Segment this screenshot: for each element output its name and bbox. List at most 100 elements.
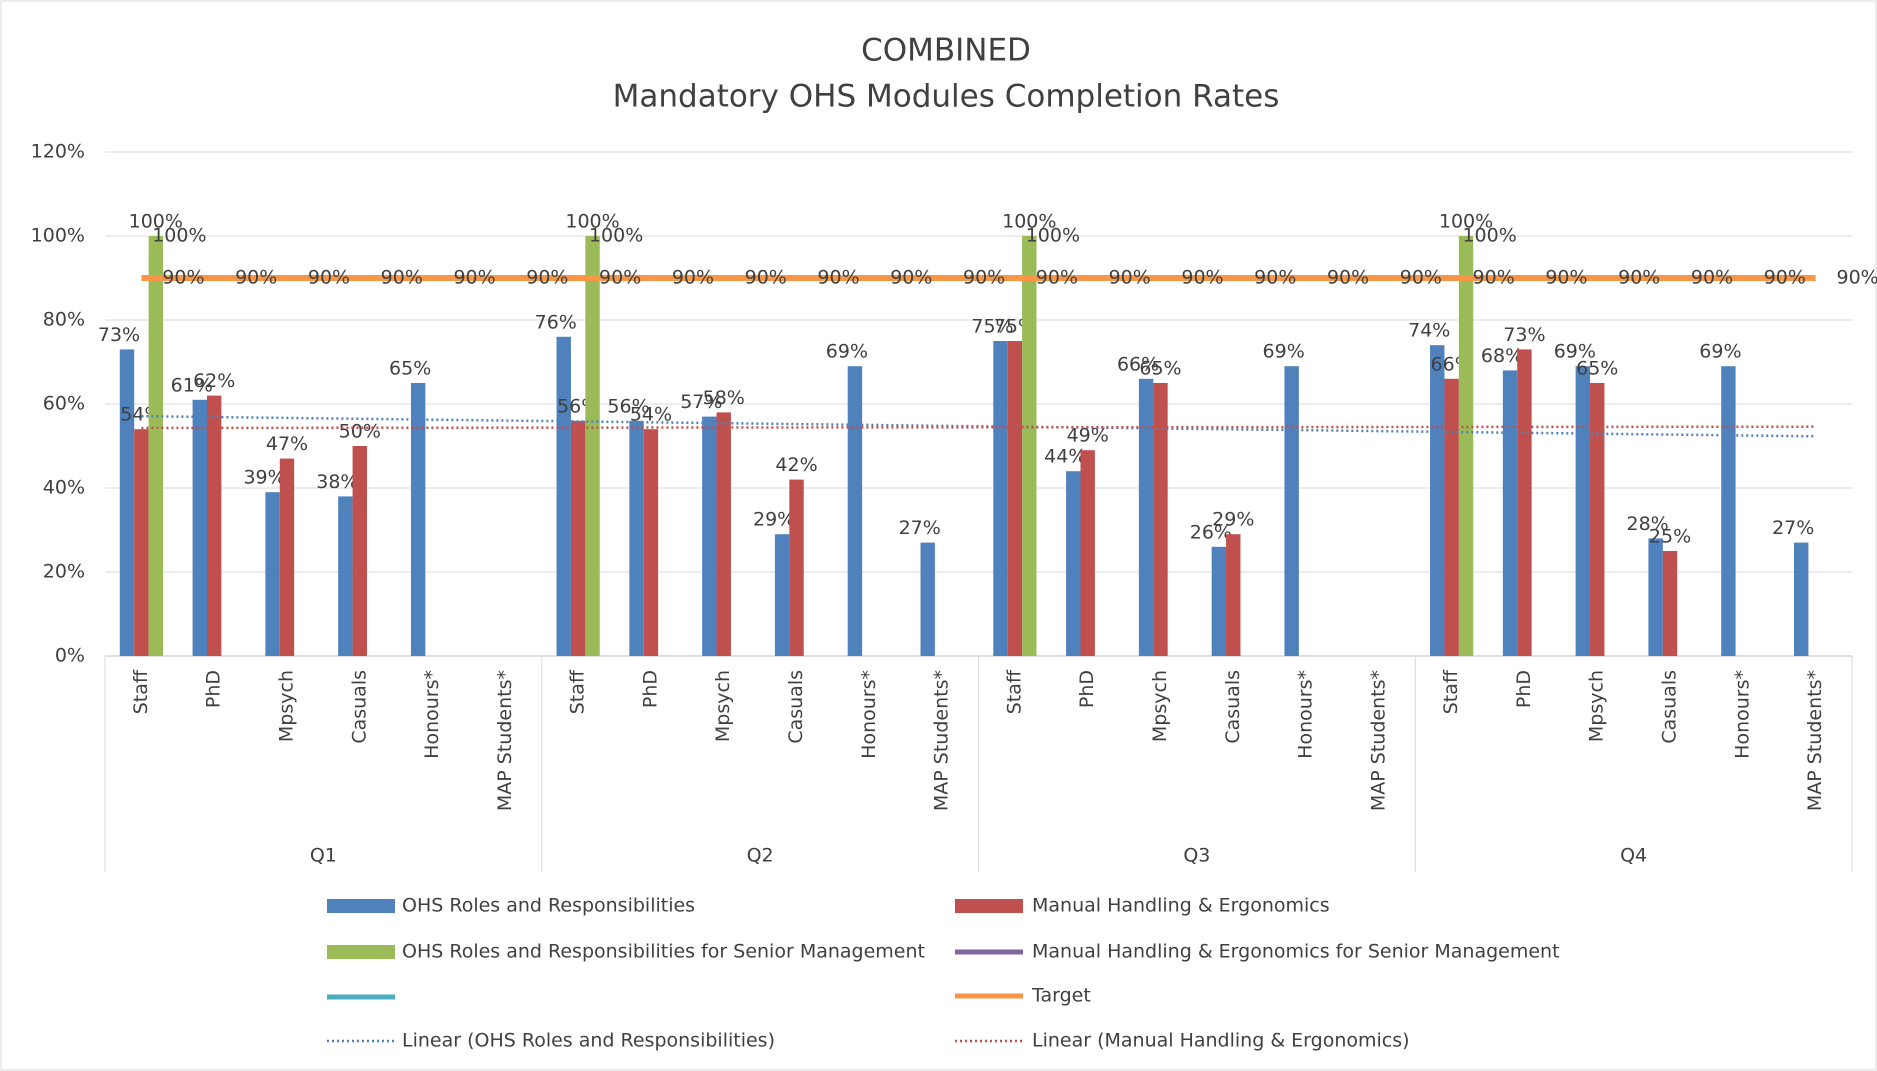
data-label: 28% xyxy=(1627,513,1669,535)
data-label: 25% xyxy=(1649,526,1691,548)
x-tick-label: PhD xyxy=(1076,670,1098,708)
bar xyxy=(1022,236,1037,656)
legend-label: Linear (Manual Handling & Ergonomics) xyxy=(1032,1030,1410,1052)
trendline xyxy=(141,425,1816,430)
bar xyxy=(847,366,863,656)
x-tick-label: Honours* xyxy=(421,670,443,759)
data-label: 90% xyxy=(745,267,787,289)
y-tick-label: 20% xyxy=(43,561,85,583)
bar xyxy=(716,412,731,656)
data-label: 58% xyxy=(703,387,745,409)
x-tick-label: Honours* xyxy=(1295,670,1317,759)
data-label: 69% xyxy=(1699,341,1741,363)
data-label: 62% xyxy=(193,370,235,392)
bar xyxy=(352,446,367,656)
legend-swatch xyxy=(327,945,395,959)
x-tick-label: Staff xyxy=(1003,669,1025,714)
data-label: 27% xyxy=(899,517,941,539)
x-tick-label: Honours* xyxy=(858,670,880,759)
data-label: 38% xyxy=(316,471,358,493)
bar xyxy=(1211,546,1227,656)
data-label: 90% xyxy=(963,267,1005,289)
bar xyxy=(1590,383,1605,656)
bar xyxy=(1066,471,1081,656)
bar xyxy=(774,534,790,656)
data-label: 90% xyxy=(817,267,859,289)
chart-title: COMBINED xyxy=(861,33,1031,69)
group-label: Q4 xyxy=(1620,845,1647,867)
bar xyxy=(1458,236,1474,656)
data-label: 65% xyxy=(389,358,431,380)
bar xyxy=(643,429,659,656)
bar xyxy=(1444,378,1459,656)
x-tick-label: Staff xyxy=(1440,669,1462,714)
bar xyxy=(570,420,586,656)
bar xyxy=(1138,378,1154,656)
x-tick-label: Staff xyxy=(567,669,589,714)
data-label: 66% xyxy=(1117,353,1159,375)
bar xyxy=(629,420,644,656)
data-label: 90% xyxy=(235,267,277,289)
data-label: 100% xyxy=(565,211,619,233)
bar xyxy=(1648,538,1663,656)
x-tick-label: Casuals xyxy=(785,670,807,744)
x-tick-label: MAP Students* xyxy=(1804,670,1826,811)
data-label: 100% xyxy=(129,211,183,233)
data-label: 65% xyxy=(1139,358,1181,380)
x-tick-label: Mpsych xyxy=(1149,670,1171,742)
bar xyxy=(702,416,717,656)
x-tick-label: Honours* xyxy=(1731,670,1753,759)
data-label: 69% xyxy=(826,341,868,363)
data-label: 90% xyxy=(599,267,641,289)
data-label: 29% xyxy=(753,509,795,531)
legend-label: Manual Handling & Ergonomics xyxy=(1032,895,1330,917)
x-tick-label: Mpsych xyxy=(712,670,734,742)
bar xyxy=(265,492,280,656)
x-tick-label: PhD xyxy=(1513,670,1535,708)
y-tick-label: 80% xyxy=(43,309,85,331)
x-tick-label: MAP Students* xyxy=(1367,670,1389,811)
data-label: 73% xyxy=(1503,324,1545,346)
data-label: 47% xyxy=(266,433,308,455)
bar xyxy=(920,542,935,656)
data-label: 90% xyxy=(1691,267,1733,289)
data-label: 90% xyxy=(1400,267,1442,289)
bar xyxy=(1662,551,1678,656)
bar xyxy=(134,429,149,656)
legend-label: Linear (OHS Roles and Responsibilities) xyxy=(402,1030,775,1052)
data-label: 100% xyxy=(1462,225,1516,247)
bar xyxy=(993,341,1008,656)
data-label: 100% xyxy=(1439,211,1493,233)
legend-label: Target xyxy=(1031,985,1091,1007)
data-label: 100% xyxy=(1002,211,1056,233)
x-tick-label: MAP Students* xyxy=(931,670,953,811)
x-tick-label: Staff xyxy=(130,669,152,714)
data-label: 100% xyxy=(589,225,643,247)
legend-swatch xyxy=(327,899,395,913)
legend-label: Manual Handling & Ergonomics for Senior … xyxy=(1032,941,1560,963)
bar xyxy=(206,395,222,656)
x-tick-label: Casuals xyxy=(1659,670,1681,744)
y-tick-label: 120% xyxy=(31,141,85,163)
bar xyxy=(585,236,600,656)
data-label: 69% xyxy=(1554,341,1596,363)
data-label: 90% xyxy=(381,267,423,289)
chart-subtitle: Mandatory OHS Modules Completion Rates xyxy=(613,79,1280,115)
data-label: 100% xyxy=(1026,225,1080,247)
data-label: 100% xyxy=(152,225,206,247)
bar xyxy=(1721,366,1736,656)
bar xyxy=(1080,450,1095,656)
y-tick-label: 100% xyxy=(31,225,85,247)
data-label: 65% xyxy=(1576,358,1618,380)
data-label: 61% xyxy=(171,374,213,396)
bar xyxy=(1575,366,1591,656)
data-label: 90% xyxy=(1618,267,1660,289)
data-label: 26% xyxy=(1190,521,1232,543)
data-label: 27% xyxy=(1772,517,1814,539)
trendline xyxy=(141,414,1816,438)
bar xyxy=(410,383,426,656)
legend-label: OHS Roles and Responsibilities xyxy=(402,895,695,917)
data-label: 68% xyxy=(1481,345,1523,367)
data-label: 90% xyxy=(1473,267,1515,289)
